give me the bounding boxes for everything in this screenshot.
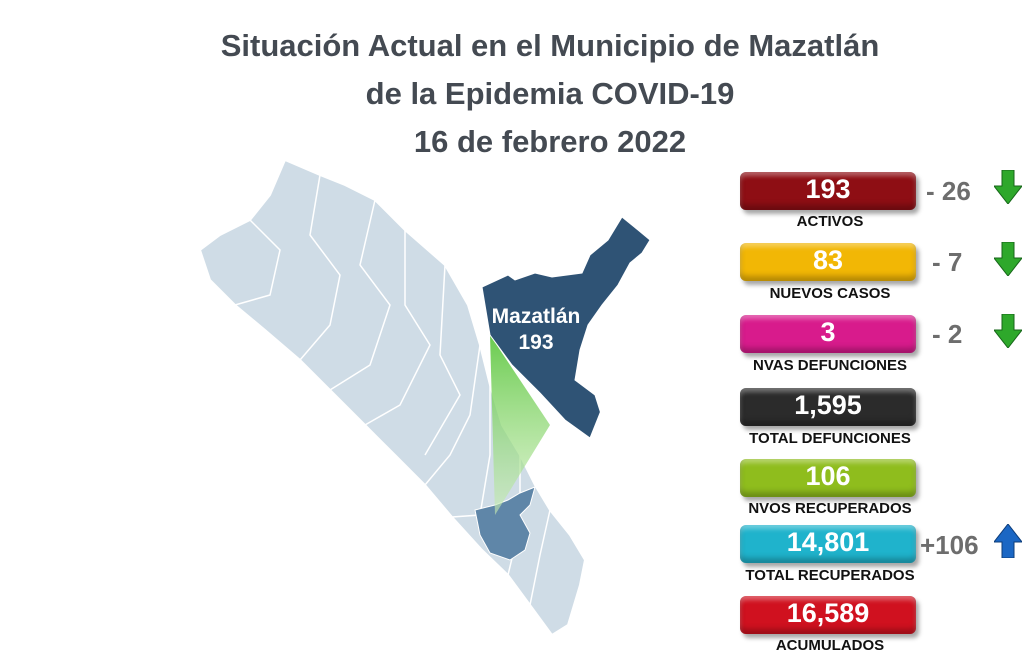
mazatlan-map-area	[474, 486, 536, 561]
nvas-defunciones-pill: 3	[740, 315, 916, 353]
nvas-defunciones-delta: - 2	[932, 319, 963, 349]
mazatlan-enlarged-shape	[481, 216, 651, 439]
acumulados-value: 16,589	[786, 598, 870, 628]
arrow-down-icon	[994, 314, 1022, 348]
sinaloa-map: Mazatlán 193	[198, 158, 651, 637]
activos-delta: - 26	[926, 176, 971, 206]
title-line-2: de la Epidemia COVID-19	[365, 76, 735, 111]
total-recuperados-pill: 14,801	[740, 525, 916, 563]
nuevos-casos-delta: - 7	[932, 247, 963, 277]
nvas-defunciones-value: 3	[820, 317, 836, 347]
total-recuperados-value: 14,801	[786, 527, 870, 557]
nvas-defunciones-label: NVAS DEFUNCIONES	[753, 357, 907, 374]
mazatlan-value: 193	[518, 331, 553, 354]
arrow-down-icon	[994, 170, 1022, 204]
activos-value: 193	[805, 174, 851, 204]
title-line-3: 16 de febrero 2022	[413, 124, 687, 159]
nvos-recuperados-pill: 106	[740, 459, 916, 497]
nuevos-casos-value: 83	[812, 245, 844, 275]
arrow-up-icon	[994, 524, 1022, 558]
total-defunciones-value: 1,595	[794, 390, 862, 420]
nuevos-casos-pill: 83	[740, 243, 916, 281]
zoom-beam	[490, 335, 550, 515]
activos-label: ACTIVOS	[796, 213, 864, 230]
mazatlan-label: Mazatlán	[492, 305, 581, 328]
nvos-recuperados-label: NVOS RECUPERADOS	[748, 500, 912, 517]
page-title: Situación Actual en el Municipio de Maza…	[0, 22, 1024, 166]
total-recuperados-label: TOTAL RECUPERADOS	[745, 567, 915, 584]
nvos-recuperados-value: 106	[805, 461, 851, 491]
arrow-down-icon	[994, 242, 1022, 276]
total-defunciones-label: TOTAL DEFUNCIONES	[749, 430, 911, 447]
activos-pill: 193	[740, 172, 916, 210]
total-recuperados-delta: +106	[920, 530, 979, 560]
acumulados-label: ACUMULADOS	[775, 637, 885, 654]
total-defunciones-pill: 1,595	[740, 388, 916, 426]
nuevos-casos-label: NUEVOS CASOS	[769, 285, 891, 302]
title-line-1: Situación Actual en el Municipio de Maza…	[220, 28, 880, 63]
acumulados-pill: 16,589	[740, 596, 916, 634]
